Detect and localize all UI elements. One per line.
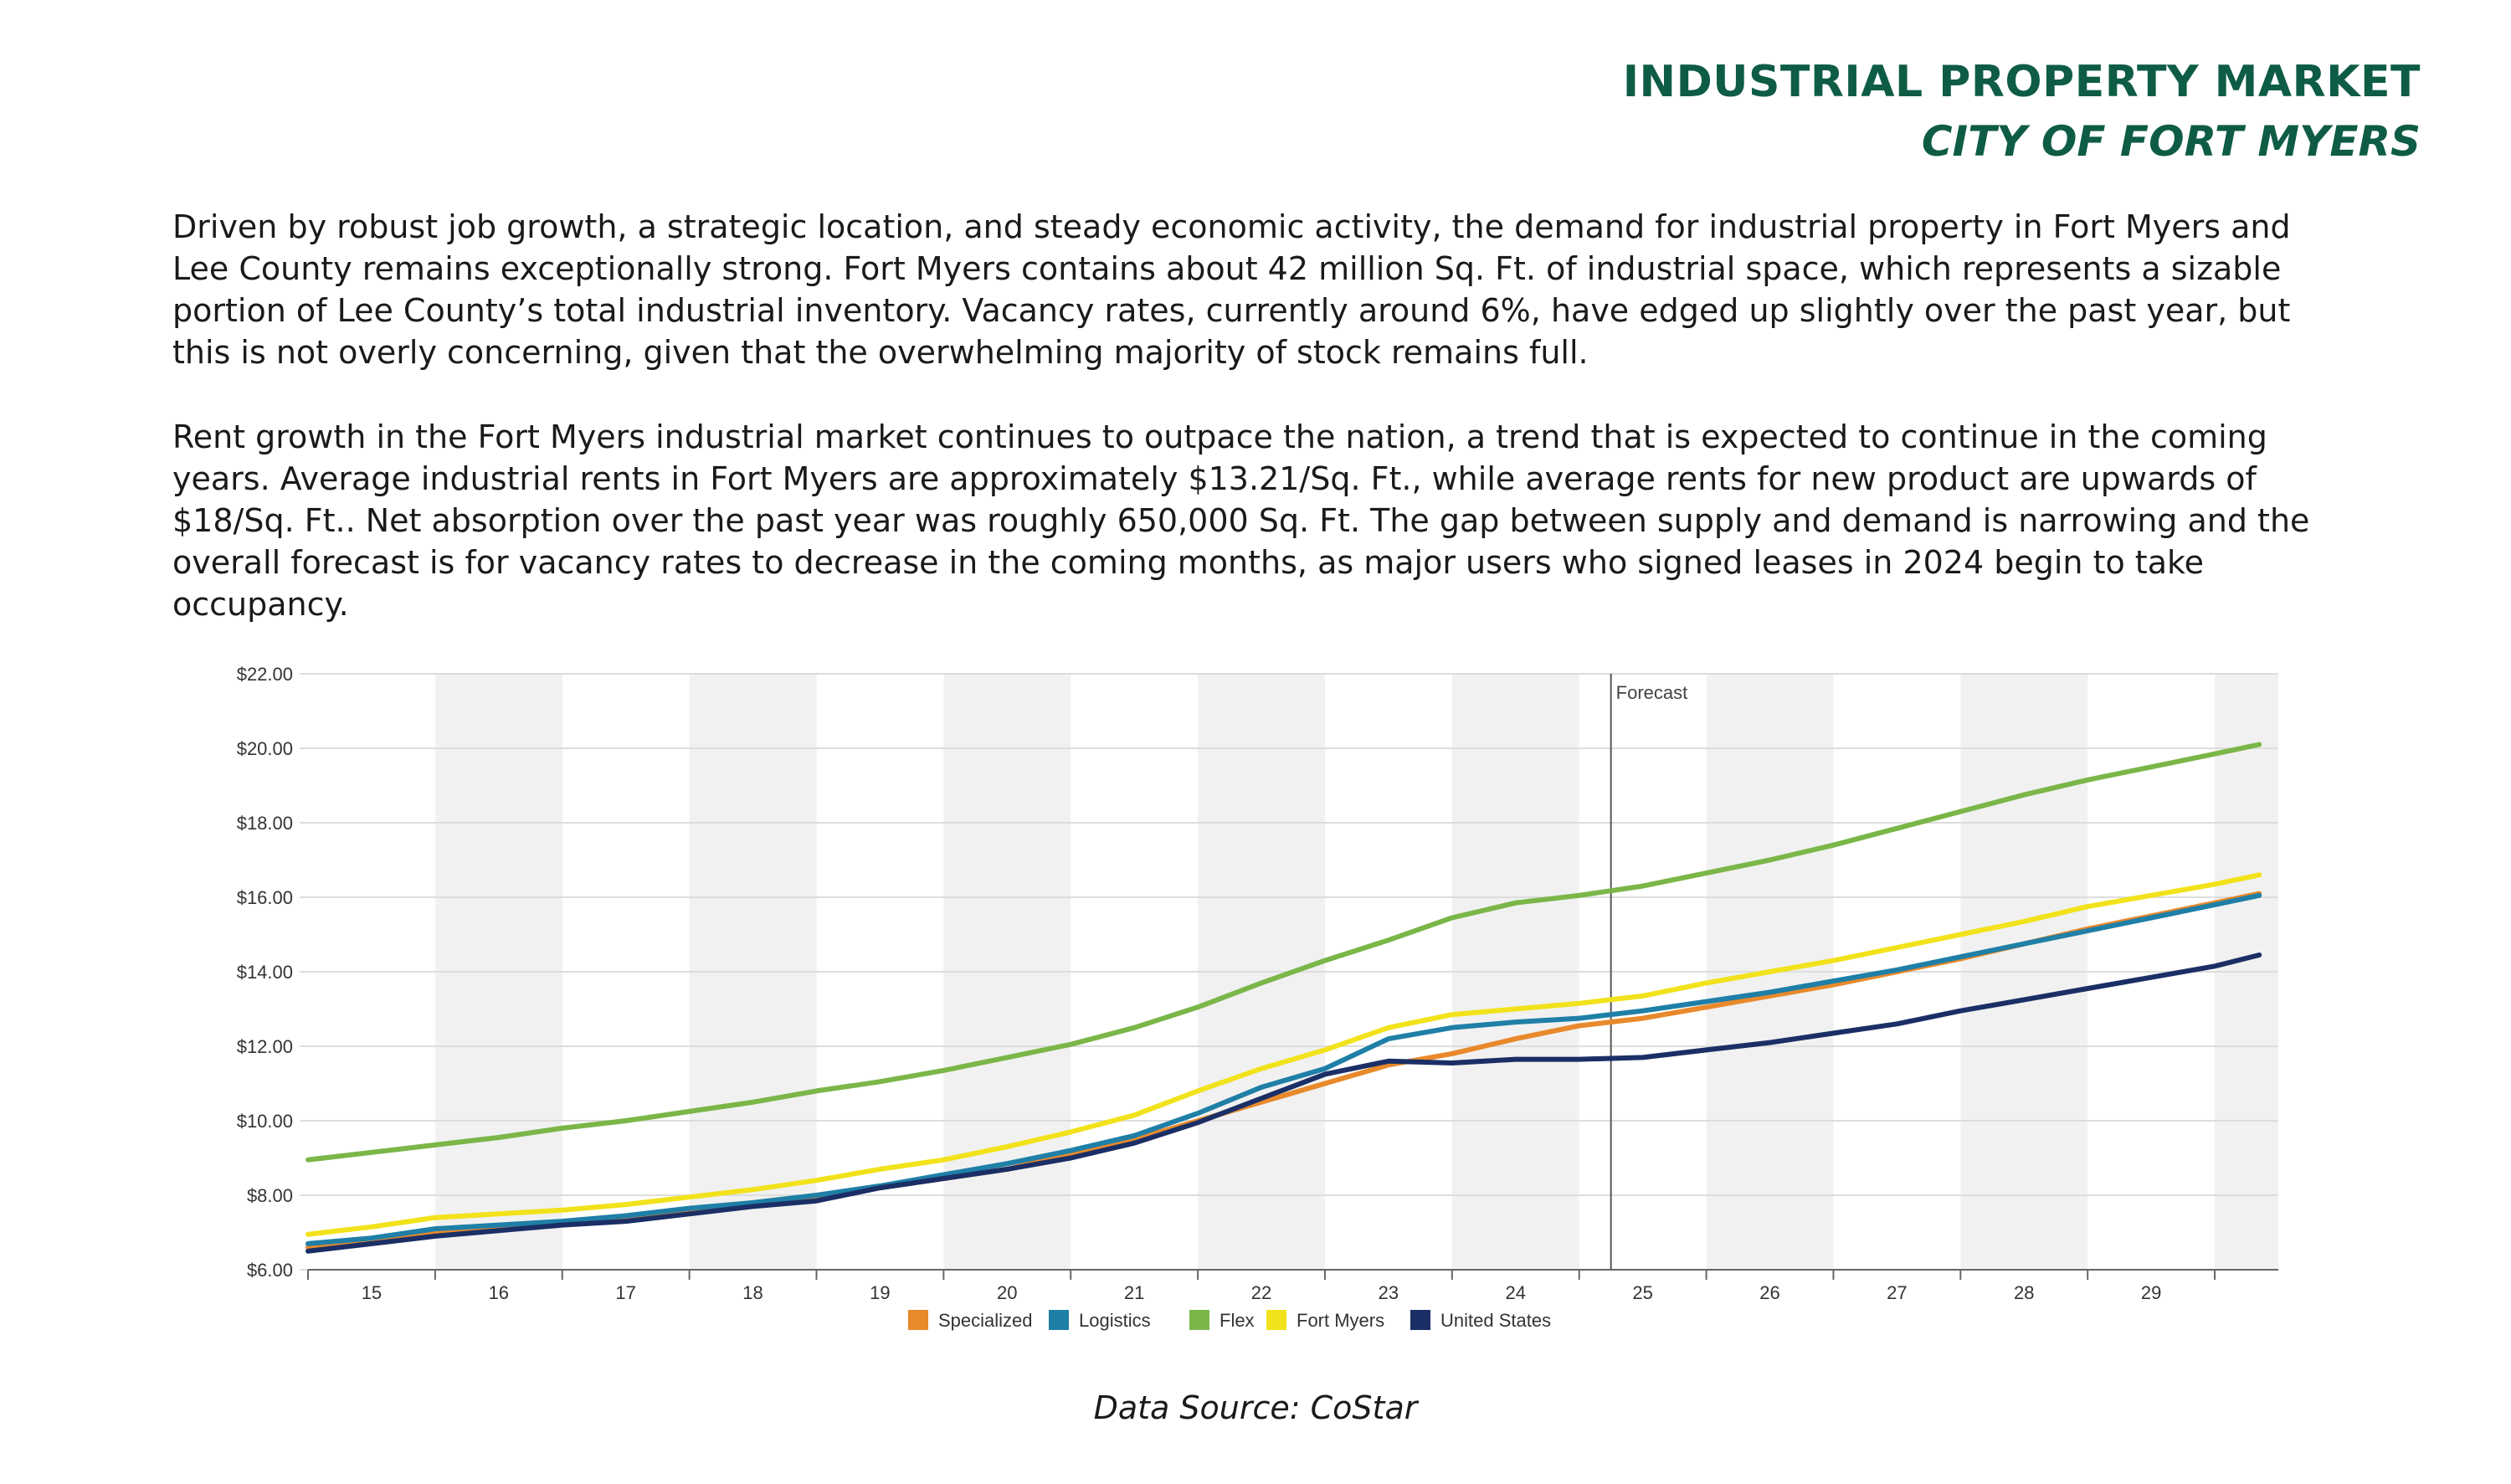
- legend-swatch-flex: [1189, 1310, 1209, 1330]
- rent-paragraph: Rent growth in the Fort Myers industrial…: [172, 418, 2310, 623]
- intro-paragraph: Driven by robust job growth, a strategic…: [172, 208, 2291, 371]
- x-tick-label: 15: [362, 1282, 382, 1303]
- x-tick-label: 24: [1506, 1282, 1526, 1303]
- rent-line-chart: $6.00 $8.00 $10.00 $12.00 $14.00 $16.00 $18.00…: [237, 664, 2278, 1331]
- page-subtitle: CITY OF FORT MYERS: [1921, 117, 2421, 166]
- x-tick-label: 26: [1759, 1282, 1779, 1303]
- x-tick-label: 22: [1251, 1282, 1271, 1303]
- legend-swatch-specialized: [908, 1310, 928, 1330]
- x-tick-label: 17: [615, 1282, 635, 1303]
- x-tick-label: 19: [870, 1282, 890, 1303]
- y-tick-label: $8.00: [247, 1185, 293, 1206]
- legend-label-fort-myers: Fort Myers: [1297, 1310, 1384, 1331]
- x-tick-label: 28: [2014, 1282, 2034, 1303]
- chart-series: [306, 742, 2262, 1254]
- chart-legend: Specialized Logistics Flex Fort Myers United…: [908, 1310, 1551, 1331]
- x-tick-label: 29: [2141, 1282, 2161, 1303]
- y-tick-label: $20.00: [237, 738, 293, 759]
- series-line-united-states: [306, 953, 2262, 1254]
- y-tick-label: $22.00: [237, 664, 293, 685]
- legend-swatch-fort-myers: [1266, 1310, 1286, 1330]
- y-tick-label: $10.00: [237, 1111, 293, 1132]
- x-tick-label: 25: [1632, 1282, 1652, 1303]
- x-tick-label: 18: [742, 1282, 763, 1303]
- legend-swatch-logistics: [1049, 1310, 1069, 1330]
- legend-label-flex: Flex: [1220, 1310, 1255, 1331]
- x-tick-label: 23: [1379, 1282, 1399, 1303]
- series-line-flex: [306, 742, 2262, 1163]
- x-tick-label: 20: [997, 1282, 1017, 1303]
- x-tick-label: 27: [1887, 1282, 1907, 1303]
- x-tick-label: 16: [489, 1282, 509, 1303]
- page-title: INDUSTRIAL PROPERTY MARKET: [1622, 57, 2421, 107]
- data-source-note: Data Source: CoStar: [1093, 1389, 1418, 1426]
- series-line-fort-myers: [306, 872, 2262, 1237]
- y-tick-label: $12.00: [237, 1036, 293, 1057]
- y-axis: $6.00 $8.00 $10.00 $12.00 $14.00 $16.00 $18.00…: [237, 664, 293, 1281]
- x-axis: 15 16 17 18 19 20 21 22 23 24 25 26 27 28 29: [307, 1269, 2278, 1303]
- legend-swatch-united-states: [1410, 1310, 1430, 1330]
- series-line-logistics: [306, 892, 2262, 1246]
- legend-label-united-states: United States: [1440, 1310, 1551, 1331]
- y-tick-label: $6.00: [247, 1260, 293, 1281]
- forecast-marker: Forecast: [1610, 674, 1688, 1270]
- legend-label-logistics: Logistics: [1079, 1310, 1151, 1331]
- legend-label-specialized: Specialized: [938, 1310, 1033, 1331]
- x-tick-label: 21: [1124, 1282, 1144, 1303]
- y-tick-label: $18.00: [237, 813, 293, 834]
- y-tick-label: $16.00: [237, 887, 293, 908]
- forecast-label: Forecast: [1616, 682, 1688, 703]
- y-tick-label: $14.00: [237, 962, 293, 983]
